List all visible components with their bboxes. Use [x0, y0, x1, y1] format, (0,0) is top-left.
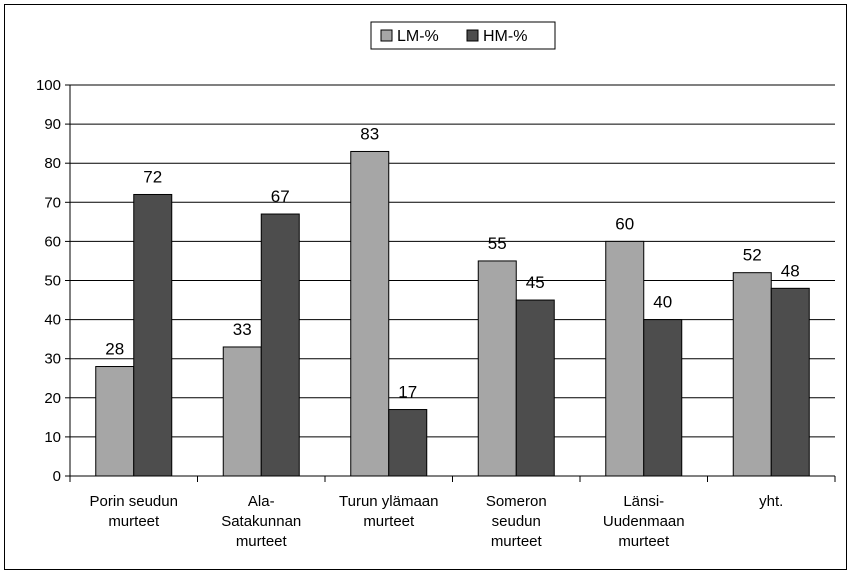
- data-label-LM-%-4: 60: [615, 214, 634, 233]
- bar-LM-%-2: [350, 150, 390, 477]
- y-tick-label-100: 100: [36, 77, 61, 94]
- bar-HM-%-0: [133, 193, 173, 477]
- data-label-LM-%-1: 33: [233, 320, 252, 339]
- bars: [95, 150, 810, 477]
- category-label-4: Länsi- Uudenmaan murteet: [603, 493, 685, 550]
- legend-label-HM-%: HM-%: [483, 28, 527, 45]
- data-label-HM-%-3: 45: [526, 273, 545, 292]
- y-tick-label-70: 70: [44, 194, 61, 211]
- category-label-0: Porin seudun murteet: [90, 493, 178, 530]
- category-label-line: Uudenmaan: [603, 513, 685, 530]
- category-label-line: seudun: [492, 513, 541, 530]
- labels: 28 72 Porin seudun murteet 33 67 Ala- Satakunna…: [90, 124, 800, 550]
- y-tick-label-30: 30: [44, 351, 61, 368]
- axes: 0 10 20 30 40 50 60 70 80 90 100: [36, 77, 836, 485]
- legend-box: [370, 21, 556, 50]
- data-label-HM-%-1: 67: [271, 187, 290, 206]
- bar-LM-%-4: [605, 240, 645, 477]
- y-tick-label-40: 40: [44, 312, 61, 329]
- legend: LM-% HM-%: [370, 21, 556, 50]
- y-tick-label-20: 20: [44, 390, 61, 407]
- data-label-HM-%-0: 72: [143, 167, 162, 186]
- legend-label-LM-%: LM-%: [397, 28, 439, 45]
- data-label-HM-%-5: 48: [781, 261, 800, 280]
- bar-LM-%-0: [95, 366, 135, 477]
- category-label-line: murteet: [363, 513, 415, 530]
- bar-HM-%-5: [770, 287, 810, 477]
- category-label-3: Someron seudun murteet: [486, 493, 547, 550]
- data-label-LM-%-3: 55: [488, 234, 507, 253]
- category-label-2: Turun ylämaan murteet: [339, 493, 439, 530]
- category-label-1: Ala- Satakunnan murteet: [221, 493, 301, 550]
- data-label-LM-%-0: 28: [105, 340, 124, 359]
- category-label-line: murteet: [491, 533, 543, 550]
- data-label-HM-%-2: 17: [398, 383, 417, 402]
- bar-LM-%-5: [732, 272, 772, 477]
- y-tick-label-60: 60: [44, 233, 61, 250]
- bar-HM-%-4: [643, 319, 683, 477]
- category-label-line: murteet: [618, 533, 670, 550]
- category-label-line: Porin seudun: [90, 493, 178, 510]
- bar-LM-%-1: [222, 346, 262, 477]
- category-label-line: Länsi-: [623, 493, 664, 510]
- data-label-LM-%-5: 52: [743, 246, 762, 265]
- category-label-line: Satakunnan: [221, 513, 301, 530]
- category-label-line: murteet: [236, 533, 288, 550]
- bar-HM-%-1: [260, 213, 300, 477]
- legend-swatch-LM-%: [380, 29, 393, 42]
- y-tick-label-50: 50: [44, 273, 61, 290]
- bar-HM-%-2: [388, 409, 428, 477]
- category-label-5: yht.: [759, 493, 783, 510]
- y-tick-label-10: 10: [44, 429, 61, 446]
- y-tick-label-80: 80: [44, 155, 61, 172]
- bar-LM-%-3: [477, 260, 517, 477]
- category-label-line: Someron: [486, 493, 547, 510]
- category-label-line: Turun ylämaan: [339, 493, 439, 510]
- category-label-line: yht.: [759, 493, 783, 510]
- gridlines: [70, 84, 835, 438]
- y-tick-label-90: 90: [44, 116, 61, 133]
- data-label-LM-%-2: 83: [360, 124, 379, 143]
- data-label-HM-%-4: 40: [653, 293, 672, 312]
- bar-HM-%-3: [515, 299, 555, 477]
- legend-swatch-HM-%: [466, 29, 479, 42]
- category-label-line: Ala-: [248, 493, 275, 510]
- category-label-line: murteet: [108, 513, 160, 530]
- y-tick-label-0: 0: [53, 468, 61, 485]
